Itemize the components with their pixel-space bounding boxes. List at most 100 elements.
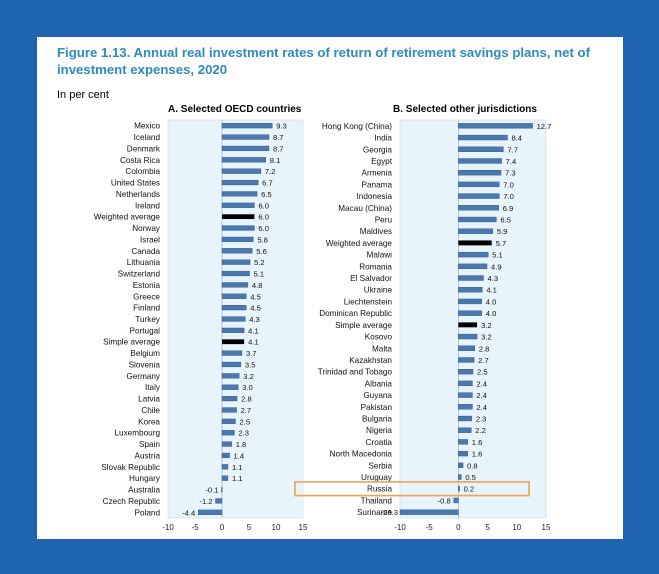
bar-a-15 — [221, 293, 247, 299]
bar-a-3 — [221, 157, 266, 163]
category-label-a-11: Canada — [131, 247, 160, 256]
category-label-a-24: Latvia — [138, 395, 160, 404]
category-label-a-17: Turkey — [135, 315, 161, 324]
category-label-a-4: Colombia — [125, 167, 160, 176]
category-label-b-17: Simple average — [335, 321, 392, 330]
bar-b-18 — [458, 333, 478, 340]
category-label-b-31: Russia — [367, 485, 392, 494]
bar-a-28 — [221, 441, 232, 447]
bar-a-1 — [221, 134, 270, 140]
category-label-b-24: Pakistan — [361, 403, 393, 412]
value-label-b-5: 7.0 — [503, 180, 514, 189]
category-label-a-19: Simple average — [103, 338, 160, 347]
category-label-b-20: Kazakhstan — [349, 356, 392, 365]
value-label-b-13: 4.3 — [488, 274, 499, 283]
bar-a-27 — [221, 430, 235, 436]
category-label-a-23: Italy — [145, 383, 161, 392]
value-label-a-11: 5.6 — [256, 247, 267, 256]
value-label-b-33: -26.3 — [381, 508, 398, 517]
category-label-a-30: Slovak Republic — [101, 463, 160, 472]
bar-b-17 — [458, 322, 478, 328]
bar-a-6 — [221, 191, 258, 197]
bar-b-27 — [458, 439, 468, 445]
bar-b-9 — [458, 228, 494, 234]
bar-a-17 — [221, 316, 246, 322]
value-label-a-33: -1.2 — [199, 497, 212, 506]
category-label-b-30: Uruguay — [361, 473, 393, 482]
bar-b-33 — [399, 509, 459, 515]
x-tick-b-1: -5 — [426, 523, 434, 532]
value-label-b-3: 7.4 — [506, 157, 517, 166]
bar-a-11 — [221, 248, 253, 254]
category-label-b-19: Malta — [372, 344, 392, 353]
value-label-a-26: 2.5 — [240, 417, 251, 426]
value-label-a-4: 7.2 — [265, 167, 276, 176]
bar-b-21 — [458, 369, 474, 375]
category-label-b-14: Ukraine — [364, 286, 393, 295]
bar-a-7 — [221, 202, 255, 208]
bar-b-12 — [458, 263, 488, 269]
bar-b-4 — [458, 170, 502, 176]
bar-a-24 — [221, 396, 238, 402]
x-tick-a-5: 15 — [299, 523, 308, 532]
value-label-b-18: 3.2 — [481, 333, 492, 342]
bar-a-22 — [221, 373, 240, 379]
value-label-b-31: 0.2 — [464, 485, 475, 494]
bar-b-13 — [458, 275, 484, 281]
category-label-b-32: Thailand — [361, 496, 393, 505]
bar-b-32 — [453, 497, 459, 504]
bar-a-20 — [221, 350, 243, 356]
category-label-a-28: Spain — [139, 440, 160, 449]
category-label-b-33: Suriname — [357, 508, 392, 517]
bar-a-5 — [221, 179, 259, 186]
value-label-a-10: 5.8 — [257, 235, 268, 244]
bar-b-5 — [458, 181, 500, 188]
x-tick-b-3: 5 — [485, 523, 490, 532]
bar-a-18 — [221, 327, 245, 333]
category-label-b-1: India — [374, 134, 392, 143]
value-label-a-3: 8.1 — [270, 156, 281, 165]
category-label-a-32: Australia — [128, 486, 160, 495]
bar-b-30 — [458, 474, 462, 480]
category-label-a-5: United States — [111, 179, 160, 188]
category-label-a-6: Netherlands — [116, 190, 160, 199]
panel-a-title: A. Selected OECD countries — [168, 104, 302, 115]
unit-label: In per cent — [57, 89, 109, 101]
x-tick-a-1: -5 — [191, 523, 199, 532]
bar-a-23 — [221, 384, 239, 390]
category-label-a-3: Costa Rica — [120, 156, 160, 165]
category-label-b-11: Malawi — [367, 251, 393, 260]
category-label-a-15: Greece — [133, 292, 160, 301]
category-label-b-2: Georgia — [363, 145, 393, 154]
category-label-a-0: Mexico — [134, 122, 160, 131]
bar-a-34 — [198, 509, 223, 515]
bar-b-31 — [458, 486, 460, 492]
x-tick-a-3: 5 — [247, 523, 252, 532]
category-label-b-8: Peru — [375, 216, 393, 225]
x-tick-b-5: 15 — [542, 523, 551, 532]
panel-b-title: B. Selected other jurisdictions — [393, 104, 537, 115]
bar-a-32 — [221, 486, 223, 493]
category-label-a-31: Hungary — [129, 474, 161, 483]
value-label-a-6: 6.5 — [261, 190, 272, 199]
category-label-b-29: Serbia — [368, 461, 392, 470]
bar-a-29 — [221, 452, 230, 459]
value-label-b-10: 5.7 — [496, 239, 507, 248]
value-label-b-15: 4.0 — [486, 297, 497, 306]
category-label-b-21: Trinidad and Tobago — [318, 368, 393, 377]
value-label-b-2: 7.7 — [507, 145, 518, 154]
x-tick-b-2: 0 — [456, 523, 461, 532]
bar-b-15 — [458, 298, 482, 305]
value-label-b-22: 2.4 — [476, 379, 487, 388]
value-label-b-12: 4.9 — [491, 262, 502, 271]
value-label-b-28: 1.6 — [472, 450, 483, 459]
value-label-a-28: 1.8 — [236, 440, 247, 449]
bar-a-33 — [215, 498, 223, 504]
bar-b-2 — [458, 146, 504, 152]
bar-b-20 — [458, 357, 475, 363]
bar-a-30 — [221, 464, 229, 470]
category-label-b-15: Liechtenstein — [344, 297, 393, 306]
category-label-b-0: Hong Kong (China) — [322, 122, 392, 131]
bar-a-21 — [221, 361, 242, 368]
callout-box — [294, 481, 530, 497]
